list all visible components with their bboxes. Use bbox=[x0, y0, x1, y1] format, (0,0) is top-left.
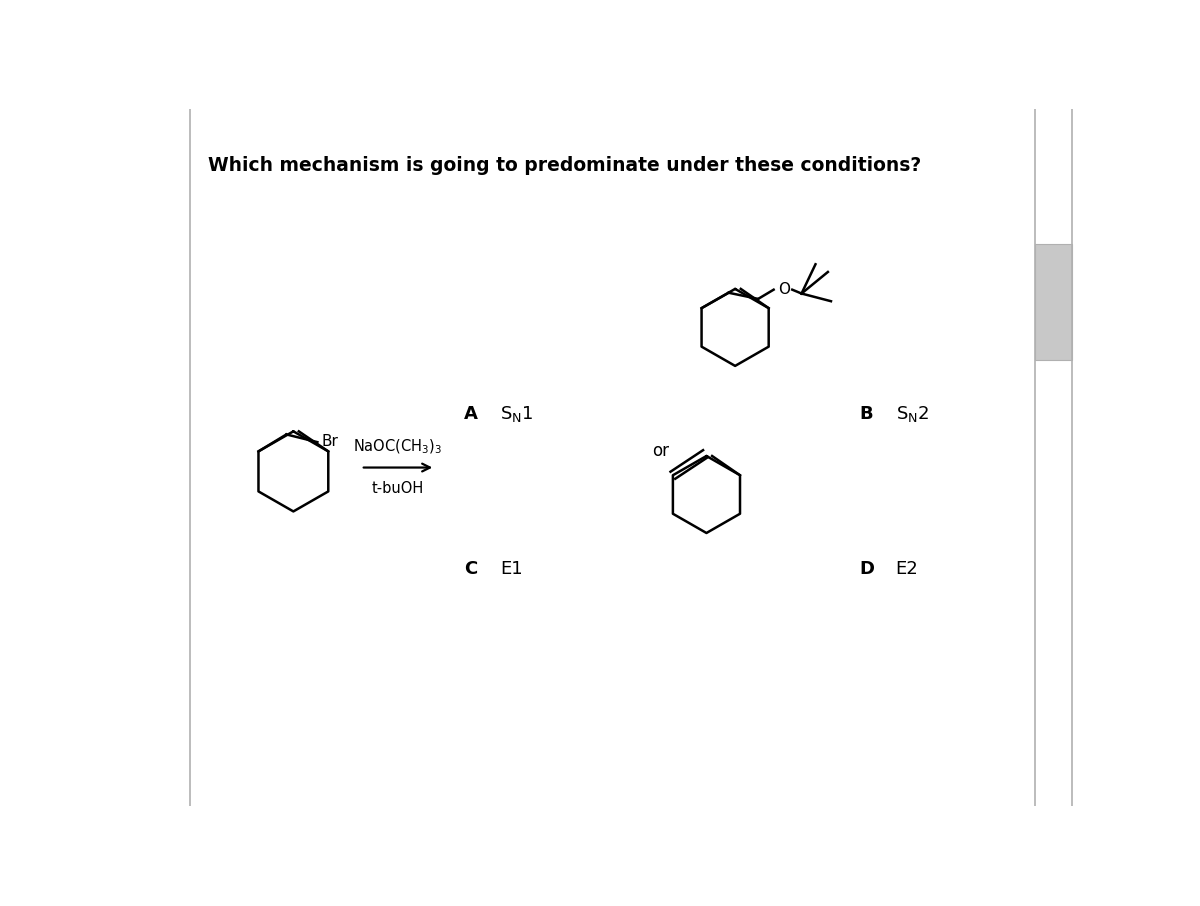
Text: E2: E2 bbox=[895, 560, 918, 578]
Text: A: A bbox=[464, 405, 478, 422]
Text: C: C bbox=[464, 560, 478, 578]
Bar bbox=[1036, 245, 1073, 360]
Text: S$_\mathregular{N}$2: S$_\mathregular{N}$2 bbox=[895, 404, 929, 424]
Text: NaOC(CH$_3$)$_3$: NaOC(CH$_3$)$_3$ bbox=[354, 438, 443, 456]
Text: or: or bbox=[653, 441, 670, 459]
Text: E1: E1 bbox=[500, 560, 523, 578]
Text: S$_\mathregular{N}$1: S$_\mathregular{N}$1 bbox=[500, 404, 534, 424]
Text: t-buOH: t-buOH bbox=[372, 481, 424, 496]
Text: D: D bbox=[859, 560, 874, 578]
Text: B: B bbox=[859, 405, 872, 422]
Text: O: O bbox=[779, 282, 791, 297]
Text: Br: Br bbox=[322, 434, 338, 448]
Text: Which mechanism is going to predominate under these conditions?: Which mechanism is going to predominate … bbox=[208, 156, 922, 175]
